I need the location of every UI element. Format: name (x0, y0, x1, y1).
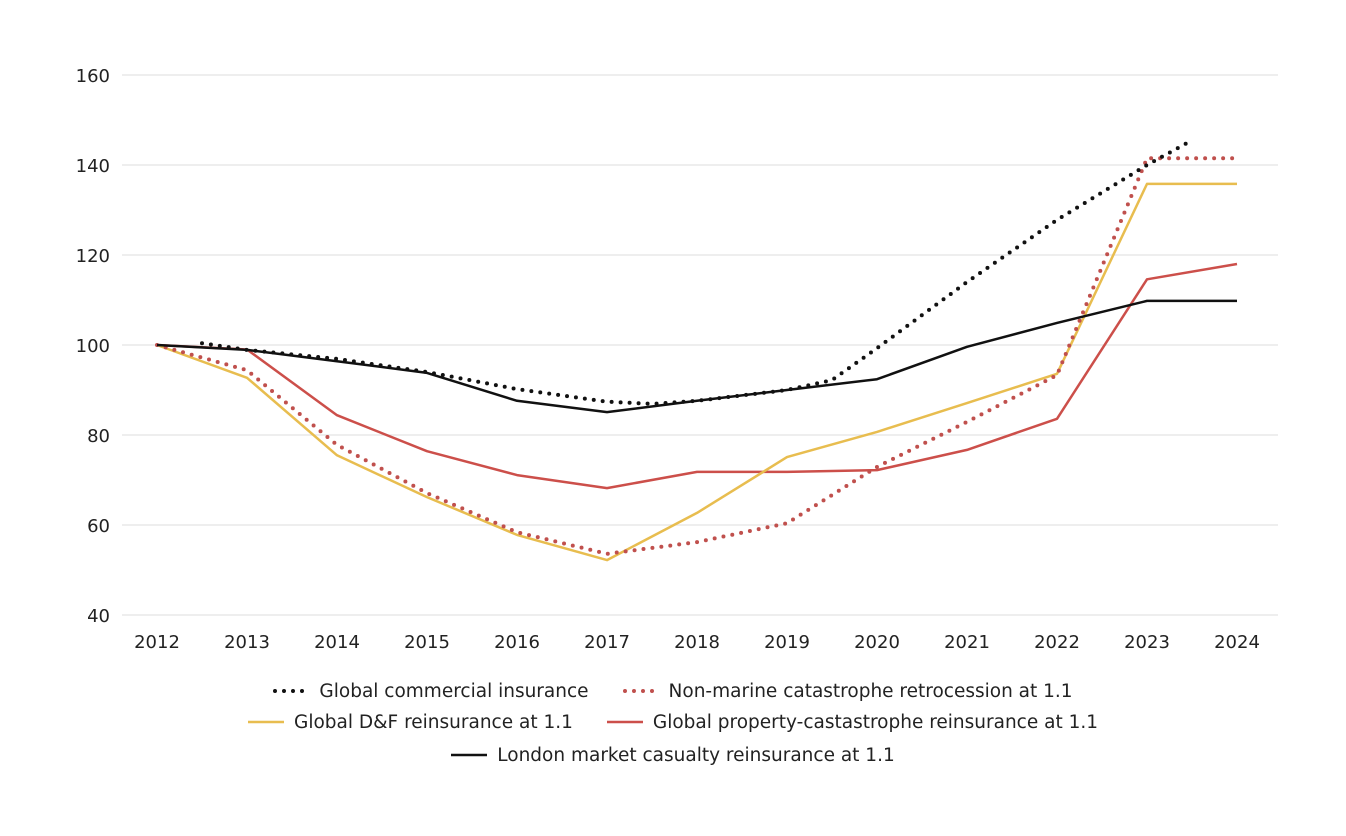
legend-row-2: Global D&F reinsurance at 1.1 Global pro… (0, 709, 1346, 735)
x-tick-label: 2020 (854, 632, 900, 653)
dotted-black-swatch-icon (273, 686, 310, 696)
x-tick-label: 2013 (224, 632, 270, 653)
legend-row-3: London market casualty reinsurance at 1.… (0, 742, 1346, 768)
x-tick-label: 2014 (314, 632, 360, 653)
dotted-red-swatch-icon (622, 686, 659, 696)
red-line-swatch-icon (606, 717, 643, 727)
legend-label: Non-marine catastrophe retrocession at 1… (668, 680, 1073, 702)
x-tick-label: 2012 (134, 632, 180, 653)
legend-item-non-marine-retro: Non-marine catastrophe retrocession at 1… (622, 680, 1073, 702)
legend-label: Global D&F reinsurance at 1.1 (293, 711, 573, 733)
x-tick-label: 2022 (1034, 632, 1080, 653)
legend-item-property-cat: Global property-castastrophe reinsurance… (606, 711, 1099, 733)
legend-label: Global commercial insurance (319, 680, 589, 702)
legend-item-global-commercial: Global commercial insurance (273, 680, 589, 702)
legend-item-london-casualty: London market casualty reinsurance at 1.… (451, 744, 895, 766)
x-axis-ticks: 2012 2013 2014 2015 2016 2017 2018 2019 2020 2021… (134, 632, 1260, 653)
legend-label: London market casualty reinsurance at 1.… (497, 744, 895, 766)
y-tick-label: 100 (76, 336, 110, 357)
legend-item-global-df: Global D&F reinsurance at 1.1 (247, 711, 573, 733)
x-tick-label: 2015 (404, 632, 450, 653)
legend-label: Global property-castastrophe reinsurance… (652, 711, 1099, 733)
y-tick-label: 140 (76, 156, 110, 177)
black-line-swatch-icon (451, 750, 488, 760)
y-tick-label: 40 (87, 606, 110, 627)
x-tick-label: 2024 (1214, 632, 1260, 653)
series-line-global-commercial-insurance (200, 138, 1194, 406)
x-tick-label: 2018 (674, 632, 720, 653)
x-tick-label: 2017 (584, 632, 630, 653)
y-axis-ticks: 40 60 80 100 120 140 160 (76, 66, 110, 627)
x-tick-label: 2023 (1124, 632, 1170, 653)
series-line-global-property-castastrophe-reinsurance-at-1-1 (156, 262, 1238, 490)
x-tick-label: 2021 (944, 632, 990, 653)
y-tick-label: 120 (76, 246, 110, 267)
series-line-non-marine-catastrophe-retrocession-at-1-1 (155, 156, 1239, 556)
gold-line-swatch-icon (247, 717, 284, 727)
series-lines (155, 138, 1239, 562)
legend-row-1: Global commercial insurance Non-marine c… (0, 678, 1346, 704)
x-tick-label: 2016 (494, 632, 540, 653)
x-tick-label: 2019 (764, 632, 810, 653)
y-tick-label: 60 (87, 516, 110, 537)
y-tick-label: 160 (76, 66, 110, 87)
y-tick-label: 80 (87, 426, 110, 447)
series-line-london-market-casualty-reinsurance-at-1-1 (156, 299, 1237, 414)
series-line-global-d-f-reinsurance-at-1-1 (156, 182, 1237, 562)
